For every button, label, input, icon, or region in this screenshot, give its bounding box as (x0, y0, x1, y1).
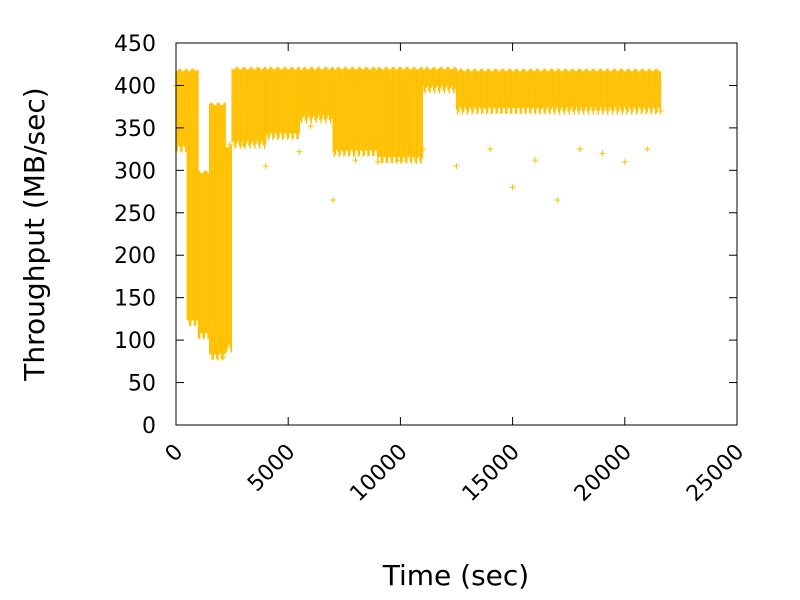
y-tick-label: 150 (114, 287, 156, 312)
y-tick-label: 250 (114, 202, 156, 227)
y-tick-label: 200 (114, 244, 156, 269)
data-point (330, 197, 337, 204)
data-point (240, 141, 247, 148)
data-band (231, 66, 267, 149)
data-band (422, 66, 458, 94)
x-tick-label: 5000 (243, 440, 300, 497)
y-tick-label: 100 (114, 329, 156, 354)
data-point (554, 197, 561, 204)
data-point (419, 146, 426, 153)
data-point (220, 354, 227, 361)
data-point (226, 141, 233, 148)
y-tick-label: 50 (128, 372, 156, 397)
data-band (224, 144, 233, 353)
data-point (453, 163, 460, 170)
data-point (487, 146, 494, 153)
data-point (532, 157, 539, 164)
data-band (209, 102, 226, 361)
data-point (193, 69, 200, 76)
data-band (332, 66, 379, 158)
data-point (285, 129, 292, 136)
y-tick-label: 450 (114, 32, 156, 57)
plot-area (173, 66, 664, 361)
y-axis-title: Throughput (MB/sec) (18, 87, 51, 381)
x-tick-label: 10000 (345, 440, 412, 507)
x-tick-label: 15000 (458, 440, 525, 507)
y-tick-label: 0 (142, 414, 156, 439)
x-tick-label: 20000 (570, 440, 637, 507)
data-point (576, 146, 583, 153)
data-point (199, 328, 206, 335)
data-point (397, 157, 404, 164)
y-tick-label: 350 (114, 117, 156, 142)
x-axis-title: Time (sec) (382, 559, 529, 592)
data-point (599, 150, 606, 157)
y-tick-label: 300 (114, 159, 156, 184)
data-point (374, 158, 381, 165)
data-point (206, 235, 213, 242)
data-point (262, 163, 269, 170)
data-band (377, 66, 424, 164)
data-point (657, 107, 664, 114)
data-band (455, 68, 662, 115)
data-band (298, 66, 334, 124)
x-tick-label: 25000 (682, 440, 749, 507)
data-point (186, 311, 193, 318)
data-point (296, 148, 303, 155)
data-point (352, 157, 359, 164)
data-band (186, 68, 199, 327)
data-point (509, 184, 516, 191)
data-band (175, 68, 188, 153)
data-band (197, 170, 210, 339)
data-point (213, 349, 220, 356)
data-point (307, 123, 314, 130)
data-point (644, 146, 651, 153)
plot-frame (175, 42, 738, 426)
x-tick-label: 0 (161, 440, 189, 468)
data-band (265, 66, 301, 141)
data-point (621, 158, 628, 165)
y-tick-label: 400 (114, 74, 156, 99)
data-point (178, 141, 185, 148)
